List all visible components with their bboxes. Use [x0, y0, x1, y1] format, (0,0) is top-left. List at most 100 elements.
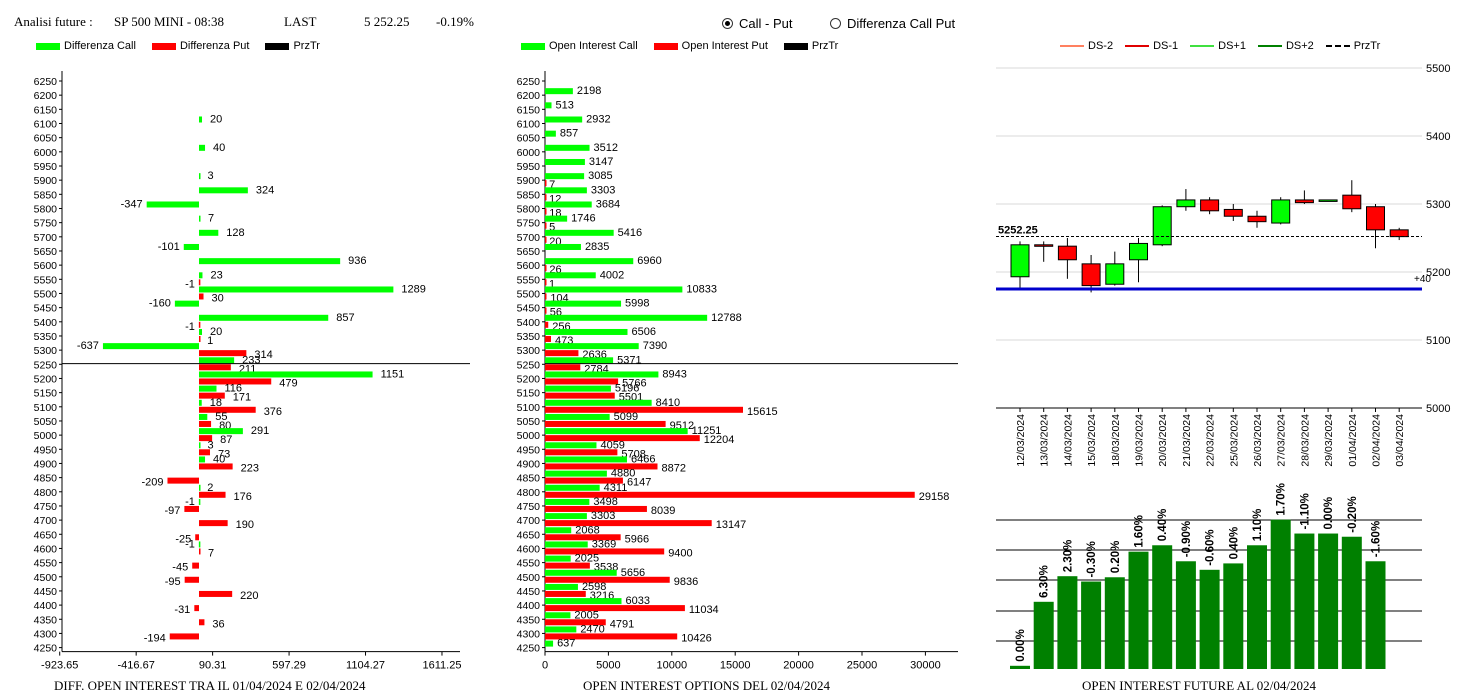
put-diff-bar — [199, 520, 228, 527]
x-tick-label: 30000 — [910, 660, 941, 672]
oi-put-label: 11034 — [689, 604, 719, 616]
radio-diff-call-put[interactable]: Differenza Call Put — [830, 16, 955, 31]
x-tick-label: -416.67 — [118, 660, 155, 672]
y-tick-label: 4450 — [34, 586, 58, 598]
x-tick-label: 28/03/2024 — [1299, 414, 1311, 467]
y-tick-label: 5200 — [34, 373, 58, 385]
legend-label: Open Interest Call — [549, 40, 638, 52]
y-tick-label: 6250 — [34, 76, 58, 88]
x-tick-label: 25/03/2024 — [1228, 414, 1240, 467]
y-tick-label: 5450 — [517, 303, 541, 315]
oi-future-bar — [1033, 601, 1054, 669]
call-diff-bar — [199, 286, 394, 293]
y-tick-label: 4300 — [517, 628, 541, 640]
oi-put-bar — [545, 463, 658, 470]
call-diff-label: -160 — [149, 298, 171, 310]
put-diff-label: -25 — [175, 533, 191, 545]
oi-put-bar — [545, 293, 547, 300]
call-diff-label: 291 — [251, 425, 269, 437]
oi-put-label: 5766 — [622, 377, 646, 389]
oi-call-bar — [545, 286, 683, 293]
y-tick-label: 6100 — [517, 118, 541, 130]
oi-put-bar — [545, 576, 670, 583]
oi-call-label: 6960 — [637, 255, 661, 267]
oi-call-bar — [545, 385, 611, 392]
oi-future-bar — [1104, 577, 1125, 669]
legend-line — [1190, 45, 1215, 47]
oi-put-bar — [545, 491, 915, 498]
y-tick-label: 4850 — [517, 473, 541, 485]
oi-call-label: 2005 — [574, 609, 598, 621]
call-diff-bar — [199, 258, 341, 265]
candle-down — [1389, 229, 1409, 238]
oi-call-bar — [545, 300, 622, 307]
put-diff-label: 73 — [218, 448, 230, 460]
oi-call-label: 4311 — [604, 482, 628, 494]
legend-item: PrzTr — [1325, 40, 1380, 52]
legend-label: DS+2 — [1285, 40, 1314, 52]
oi-call-label: 637 — [557, 638, 575, 650]
call-diff-bar — [199, 328, 203, 335]
put-diff-bar — [198, 321, 201, 328]
radio-call-put[interactable]: Call - Put — [722, 16, 792, 31]
put-diff-bar — [199, 435, 213, 442]
call-diff-label: 128 — [226, 227, 244, 239]
oi-future-bar — [1081, 581, 1102, 669]
y-tick-label: 5100 — [517, 402, 541, 414]
legend-item: Open Interest Call — [521, 40, 638, 52]
put-diff-bar — [199, 364, 231, 371]
put-diff-bar — [199, 548, 201, 555]
put-diff-bar — [199, 420, 212, 427]
oi-put-label: 1 — [549, 278, 555, 290]
y-tick-label: 5950 — [34, 161, 58, 173]
call-diff-bar — [199, 456, 206, 463]
x-tick-label: 12/03/2024 — [1015, 414, 1027, 467]
put-diff-label: -97 — [164, 505, 180, 517]
oi-put-bar — [545, 505, 647, 512]
oi-future-bar — [1010, 665, 1030, 669]
change-percent: -0.19% — [436, 14, 474, 29]
y-tick-label: 6050 — [34, 133, 58, 145]
support-label: +40 — [1414, 274, 1431, 285]
oi-future-label: -0.30% — [1086, 541, 1098, 577]
oi-call-label: 4002 — [600, 269, 624, 281]
radio-unselected-icon — [830, 18, 841, 29]
oi-call-label: 3147 — [589, 156, 613, 168]
legend-item: DS-1 — [1125, 40, 1178, 52]
legend-item: Open Interest Put — [653, 40, 768, 52]
legend-swatch — [521, 42, 545, 50]
oi-call-bar — [545, 413, 610, 420]
y-tick-label: 4250 — [517, 643, 541, 655]
call-diff-bar — [199, 357, 235, 364]
y-tick-label: 5700 — [517, 232, 541, 244]
oi-put-bar — [545, 194, 547, 201]
x-tick-label: 18/03/2024 — [1110, 414, 1122, 467]
y-tick-label: 5200 — [517, 373, 541, 385]
legend-line — [1125, 45, 1150, 47]
x-tick-label: 15/03/2024 — [1086, 414, 1098, 467]
call-diff-bar — [199, 399, 202, 406]
oi-call-label: 3303 — [591, 184, 615, 196]
oi-call-bar — [545, 640, 554, 647]
oi-call-bar — [545, 456, 627, 463]
oi-call-label: 12788 — [711, 312, 742, 324]
legend-item: DS+2 — [1257, 40, 1314, 52]
y-tick-label: 4950 — [34, 444, 58, 456]
y-tick-label: 5400 — [517, 317, 541, 329]
candle-down — [1247, 215, 1267, 223]
put-diff-bar — [169, 633, 199, 640]
y-tick-label: 5400 — [34, 317, 58, 329]
y-tick-label: 4550 — [34, 558, 58, 570]
oi-call-label: 11251 — [692, 425, 722, 437]
oi-put-bar — [545, 435, 700, 442]
oi-put-bar — [545, 477, 623, 484]
legend-swatch — [783, 42, 808, 50]
oi-future-label: 0.40% — [1157, 509, 1169, 542]
x-tick-label: 03/04/2024 — [1394, 414, 1406, 467]
oi-future-bar — [1199, 569, 1220, 669]
oi-call-bar — [545, 555, 571, 562]
oi-future-label: -0.20% — [1347, 496, 1359, 532]
oi-call-bar — [545, 158, 585, 165]
y-tick-label: 5650 — [34, 246, 58, 258]
call-diff-label: 857 — [336, 312, 354, 324]
